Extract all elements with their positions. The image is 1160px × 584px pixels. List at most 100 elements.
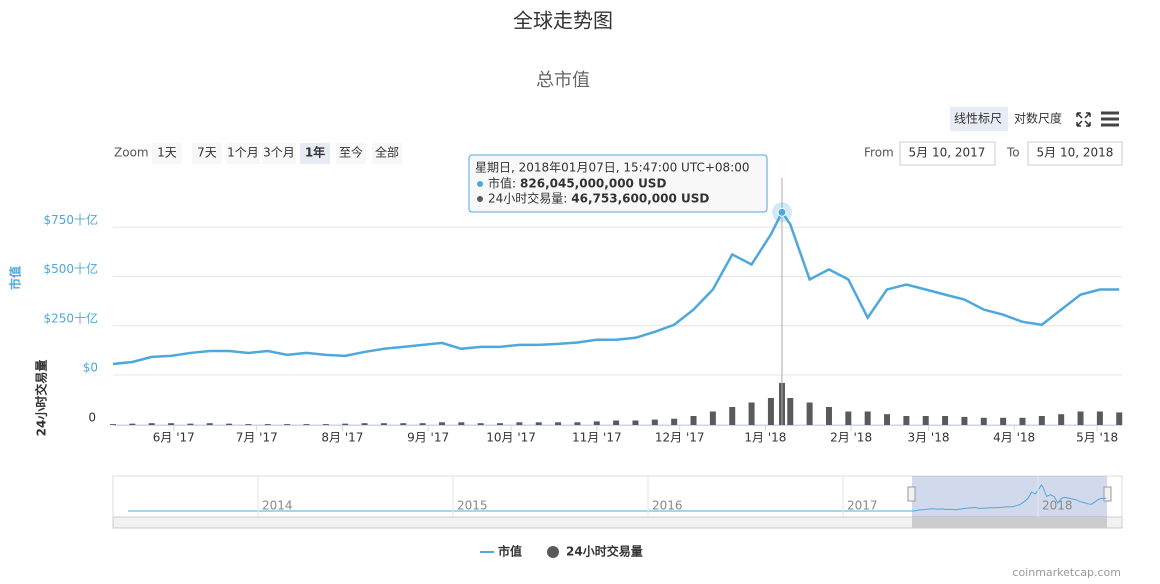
legend-label[interactable]: 市值	[498, 544, 522, 559]
zoom-button[interactable]: 1天	[157, 146, 177, 160]
navigator-label: 2016	[652, 499, 683, 513]
tooltip-value: 46,753,600,000 USD	[571, 192, 709, 206]
x-tick-label: 2月 '18	[830, 431, 872, 445]
volume-bar	[129, 423, 136, 425]
volume-bar	[380, 423, 387, 425]
navigator[interactable]	[112, 475, 1123, 518]
scrollbar-thumb[interactable]	[912, 517, 1107, 528]
zoom-button[interactable]: 至今	[339, 145, 363, 160]
y-tick-label: $750十亿	[43, 212, 98, 227]
zoom-button-bg[interactable]	[152, 143, 182, 164]
zoom-button-bg[interactable]	[226, 143, 260, 164]
volume-bar	[651, 419, 658, 425]
volume-bar	[245, 424, 252, 425]
x-tick-label: 4月 '18	[993, 431, 1035, 445]
series-line	[112, 209, 1120, 366]
volume-bar	[1019, 417, 1026, 425]
volume-bar	[825, 407, 832, 425]
volume-bar	[1077, 411, 1084, 425]
chart-title: 全球走势图	[513, 9, 613, 33]
x-tick-label: 5月 '18	[1076, 431, 1118, 445]
volume-bar	[1000, 417, 1007, 425]
navigator-handle[interactable]	[1103, 486, 1112, 502]
volume-bar	[400, 423, 407, 425]
zoom-button-bg[interactable]	[372, 143, 402, 164]
volume-bar	[903, 416, 910, 425]
legend-swatch[interactable]	[547, 546, 559, 558]
volume-bar	[593, 421, 600, 425]
volume-bar	[980, 417, 987, 425]
volume-bar	[458, 422, 465, 425]
from-input[interactable]: 5月 10, 2017	[909, 146, 986, 160]
volume-bar	[884, 414, 891, 425]
x-tick-label: 6月 '17	[153, 431, 195, 445]
zoom-button-bg[interactable]	[300, 143, 330, 164]
to-label: To	[1006, 146, 1020, 160]
legend-label[interactable]: 24小时交易量	[566, 544, 643, 559]
zoom-label: Zoom	[114, 146, 149, 160]
volume-bar	[574, 422, 581, 425]
volume-bar	[226, 423, 233, 425]
navigator-label: 2014	[262, 499, 293, 513]
navigator-selection[interactable]	[912, 476, 1107, 517]
tooltip-value: 826,045,000,000 USD	[520, 177, 666, 191]
zoom-button[interactable]: 全部	[375, 145, 399, 160]
volume-bar	[1038, 416, 1045, 425]
scale-button[interactable]: 对数尺度	[1014, 111, 1062, 126]
volume-bar	[1096, 411, 1103, 425]
zoom-button[interactable]: 7天	[197, 146, 217, 160]
zoom-button-bg[interactable]	[192, 143, 222, 164]
to-input[interactable]: 5月 10, 2018	[1037, 146, 1114, 160]
scrollbar[interactable]	[112, 516, 1123, 529]
y2-axis-title: 24小时交易量	[34, 360, 49, 437]
navigator-label: 2018	[1042, 499, 1073, 513]
volume-bar	[477, 423, 484, 425]
x-tick-label: 10月 '17	[486, 431, 536, 445]
to-input-box[interactable]	[1027, 141, 1123, 166]
volume-bar	[535, 422, 542, 425]
volume-bar	[806, 402, 813, 425]
volume-bar	[613, 420, 620, 425]
y-axis-title: 市值	[8, 266, 23, 290]
tooltip-sep: :	[563, 192, 567, 206]
zoom-button[interactable]: 1年	[305, 145, 325, 160]
volume-bar	[632, 420, 639, 425]
volume-bar	[206, 423, 213, 425]
volume-bar	[1116, 412, 1123, 425]
y-tick-label: $0	[83, 361, 98, 375]
tooltip-dot	[477, 181, 483, 187]
navigator-handle[interactable]	[907, 486, 916, 502]
volume-bar	[748, 402, 755, 425]
tooltip-series-name: 24小时交易量	[488, 191, 563, 206]
y2-tick-label: 0	[88, 411, 96, 425]
volume-bar	[148, 423, 155, 425]
volume-bar	[961, 416, 968, 425]
x-tick-label: 12月 '17	[655, 431, 705, 445]
zoom-button[interactable]: 3个月	[263, 146, 295, 160]
volume-bar	[303, 424, 310, 425]
y-tick-label: $250十亿	[43, 310, 98, 325]
zoom-button[interactable]: 1个月	[227, 146, 259, 160]
tooltip-series-name: 市值	[488, 176, 512, 191]
tooltip-title: 星期日, 2018年01月07日, 15:47:00 UTC+08:00	[475, 161, 749, 175]
navigator-label: 2017	[847, 499, 878, 513]
volume-bar	[555, 422, 562, 425]
x-tick-label: 7月 '17	[236, 431, 278, 445]
zoom-button-bg[interactable]	[336, 143, 366, 164]
volume-bar	[438, 422, 445, 425]
volume-bar	[767, 398, 774, 425]
fullscreen-icon[interactable]	[1076, 112, 1091, 127]
volume-bar	[110, 424, 116, 425]
scale-button[interactable]: 线性标尺	[954, 112, 1002, 126]
zoom-button-bg[interactable]	[262, 143, 296, 164]
from-label: From	[864, 146, 894, 160]
volume-bar	[845, 411, 852, 425]
from-input-box[interactable]	[899, 141, 996, 166]
x-tick-label: 3月 '18	[907, 431, 949, 445]
volume-bar	[322, 424, 329, 425]
tooltip-sep: :	[512, 177, 516, 191]
scale-button-bg[interactable]	[950, 107, 1008, 131]
menu-icon[interactable]	[1101, 111, 1119, 127]
credit: coinmarketcap.com	[1012, 566, 1121, 579]
